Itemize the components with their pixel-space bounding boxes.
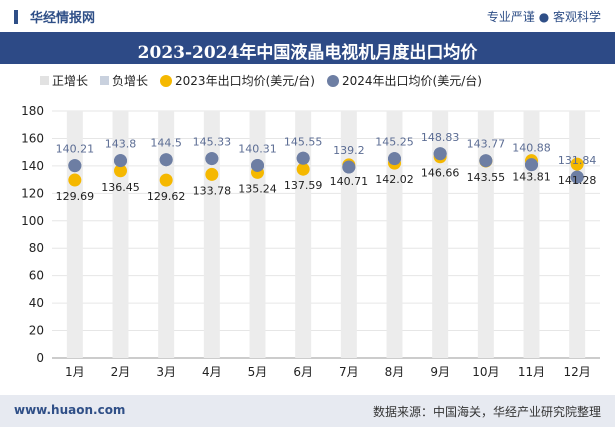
data-label-2023: 141.28	[558, 174, 597, 187]
data-label-2023: 146.66	[421, 167, 460, 180]
y-tick-label: 0	[36, 351, 44, 365]
tagline: 专业严谨 ● 客观科学	[486, 10, 601, 24]
chart-area: 0 20 40 60 80 100 120 140 160 180 1月 2月 3月 4月 5月 6月 7月 8月…	[21, 104, 600, 379]
growth-bar	[386, 111, 403, 358]
point-2024-top	[296, 151, 310, 165]
data-label-2024: 145.55	[284, 135, 323, 148]
y-tick-label: 20	[29, 324, 44, 338]
data-label-2023: 129.62	[147, 190, 186, 203]
y-tick-label: 100	[21, 214, 44, 228]
point-2023	[114, 164, 127, 178]
data-label-2023: 136.45	[101, 181, 140, 194]
legend-2024-label: 2024年出口均价(美元/台)	[341, 74, 482, 88]
data-label-2024: 145.25	[375, 136, 414, 149]
point-2024-top	[251, 158, 264, 172]
x-tick-label: 10月	[472, 365, 499, 379]
x-tick-label: 12月	[564, 365, 591, 379]
data-label-2023: 140.71	[330, 175, 369, 188]
brand-name: 华经情报网	[30, 11, 96, 26]
point-2024-top	[68, 159, 82, 173]
legend-positive-label: 正增长	[52, 74, 89, 88]
point-2023	[570, 157, 584, 171]
growth-bar	[66, 111, 83, 358]
point-2024-top	[525, 158, 538, 172]
data-label-2024: 144.5	[150, 137, 182, 150]
footer-website: www.huaon.com	[14, 403, 126, 417]
y-tick-label: 60	[29, 269, 44, 283]
data-label-2024: 139.2	[333, 144, 365, 157]
x-tick-label: 6月	[293, 365, 313, 379]
legend-2023-swatch	[160, 74, 173, 87]
point-2024-top	[159, 153, 173, 167]
growth-bar	[340, 111, 357, 358]
data-label-2023: 133.78	[193, 184, 232, 197]
point-2024-top	[433, 147, 447, 161]
footer-source: 数据来源：中国海关，华经产业研究院整理	[372, 405, 601, 419]
point-2023	[159, 173, 173, 187]
data-label-2023: 129.69	[56, 190, 95, 203]
x-tick-label: 2月	[111, 365, 131, 379]
logo-icon	[14, 10, 18, 24]
title-bar: 2023-2024年中国液晶电视机月度出口均价	[0, 32, 615, 64]
point-2023	[296, 162, 310, 176]
growth-bar	[158, 111, 175, 358]
chart-title: 2023-2024年中国液晶电视机月度出口均价	[137, 43, 478, 63]
legend-positive: 正增长	[40, 72, 88, 89]
data-label-2024: 143.77	[467, 138, 506, 151]
x-tick-label: 7月	[339, 365, 359, 379]
data-label-2024: 140.88	[512, 142, 551, 155]
y-tick-label: 40	[29, 296, 44, 310]
point-2024-top	[342, 160, 356, 174]
point-2024-top	[205, 152, 219, 166]
data-label-2024: 148.83	[421, 131, 460, 144]
point-2023	[68, 173, 82, 187]
point-2024-top	[388, 152, 401, 166]
growth-bar	[477, 111, 494, 358]
data-label-2023: 143.55	[467, 171, 506, 184]
footer: www.huaon.com 数据来源：中国海关，华经产业研究院整理	[0, 395, 615, 427]
growth-bar	[569, 111, 586, 358]
growth-bar	[432, 111, 449, 358]
y-tick-label: 120	[21, 186, 44, 200]
data-label-2023: 135.24	[238, 182, 277, 195]
x-tick-label: 1月	[65, 365, 85, 379]
data-label-2024: 143.8	[105, 138, 137, 151]
legend-negative-swatch	[100, 76, 110, 85]
y-tick-label: 80	[29, 241, 44, 255]
top-bar: 华经情报网 专业严谨 ● 客观科学	[0, 0, 615, 32]
data-label-2023: 137.59	[284, 179, 323, 192]
data-label-2023: 142.02	[375, 173, 414, 186]
brand: 华经情报网	[14, 7, 95, 26]
x-tick-label: 9月	[430, 365, 450, 379]
data-label-2024: 145.33	[193, 136, 232, 149]
data-label-2024: 140.31	[238, 142, 277, 155]
data-label-2024: 131.84	[558, 154, 597, 167]
x-tick-label: 5月	[248, 365, 268, 379]
legend-2023: 2023年出口均价(美元/台)	[160, 72, 315, 89]
point-2024-top	[479, 154, 493, 168]
data-label-2023: 143.81	[512, 171, 551, 184]
legend-negative-label: 负增长	[112, 74, 149, 88]
point-2024-top	[570, 170, 584, 184]
data-label-2024: 140.21	[56, 143, 95, 156]
y-tick-label: 160	[21, 131, 44, 145]
legend-negative: 负增长	[100, 72, 148, 89]
legend-2024-swatch	[326, 74, 339, 87]
x-tick-label: 4月	[202, 365, 222, 379]
legend-positive-swatch	[40, 76, 49, 85]
x-tick-label: 8月	[385, 365, 405, 379]
legend: 正增长 负增长 2023年出口均价(美元/台) 2024年出口均价(美元/台)	[40, 72, 482, 89]
point-2024-top	[114, 154, 127, 168]
y-tick-label: 140	[21, 159, 44, 173]
legend-2024: 2024年出口均价(美元/台)	[326, 72, 482, 89]
point-2023	[205, 167, 219, 181]
y-tick-label: 180	[21, 104, 44, 118]
x-tick-label: 11月	[518, 365, 545, 379]
legend-2023-label: 2023年出口均价(美元/台)	[175, 74, 315, 88]
growth-bar	[523, 111, 540, 358]
x-tick-label: 3月	[156, 365, 176, 379]
